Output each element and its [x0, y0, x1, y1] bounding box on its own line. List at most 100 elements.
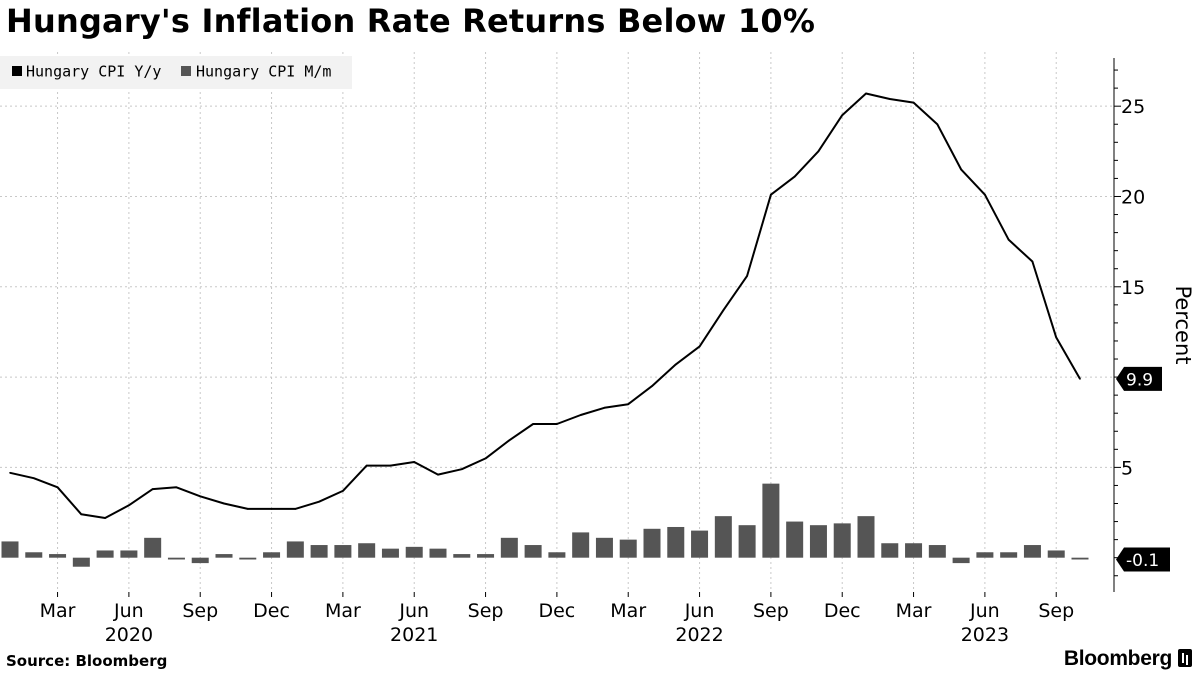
bar-2023-04 [928, 545, 946, 558]
callout-label-1: -0.1 [1126, 551, 1159, 571]
legend: Hungary CPI Y/y Hungary CPI M/m [0, 56, 352, 89]
x-tick-label-6: Sep [468, 600, 504, 622]
gridlines [0, 52, 1114, 592]
bar-2022-03 [619, 539, 637, 558]
point-2022-03 [627, 403, 630, 405]
bar-2020-08 [167, 557, 185, 560]
bar-2022-12 [833, 523, 851, 558]
bloomberg-logo: Bloomberg [1064, 647, 1192, 671]
bar-2021-07 [429, 548, 447, 558]
x-tick-label-3: Dec [253, 600, 290, 622]
point-2021-04 [365, 464, 368, 467]
bar-2022-07 [714, 516, 732, 558]
bar-2022-09 [762, 483, 780, 558]
point-2023-01 [865, 92, 867, 95]
bar-2020-03 [49, 554, 67, 558]
bar-2021-04 [358, 543, 376, 558]
point-2023-03 [912, 101, 915, 104]
bar-2023-07 [1000, 552, 1018, 558]
callout-box-1 [1116, 547, 1170, 572]
x-tick-label-14: Sep [1038, 600, 1074, 622]
line-path-cpi-yy [9, 92, 1081, 519]
point-2020-07 [151, 488, 154, 490]
x-tick-label-8: Mar [610, 600, 646, 622]
bar-2021-01 [286, 541, 304, 558]
bar-2021-11 [524, 545, 542, 558]
bar-2021-10 [500, 537, 518, 558]
bar-2021-09 [477, 554, 495, 558]
x-tick-label-10: Sep [753, 600, 789, 622]
x-year-label-2022: 2022 [675, 624, 723, 646]
point-2021-01 [294, 508, 297, 510]
bar-2021-05 [381, 548, 399, 558]
point-2022-01 [579, 414, 582, 416]
point-2020-04 [80, 513, 83, 516]
point-2022-02 [603, 406, 606, 409]
bar-2023-10 [1071, 557, 1089, 560]
x-year-label-2021: 2021 [390, 624, 438, 646]
x-tick-label-4: Mar [325, 600, 361, 622]
point-2021-11 [532, 423, 534, 425]
bar-2021-08 [453, 554, 471, 558]
x-tick-label-7: Dec [538, 600, 575, 622]
point-2023-10 [1079, 378, 1081, 380]
bar-2021-06 [405, 546, 423, 558]
point-2023-08 [1031, 260, 1034, 263]
point-2021-10 [508, 439, 511, 442]
bar-2023-05 [952, 557, 970, 564]
point-2021-07 [437, 473, 439, 476]
point-2020-10 [223, 502, 225, 505]
bar-2020-02 [25, 552, 43, 558]
x-tick-label-9: Jun [684, 600, 715, 622]
point-2020-03 [56, 486, 59, 489]
bar-2020-05 [96, 550, 114, 558]
y-tick-label-20: 20 [1121, 186, 1145, 208]
point-2020-08 [175, 486, 178, 489]
x-tick-label-12: Mar [896, 600, 932, 622]
point-2023-02 [888, 98, 891, 100]
bar-2021-03 [334, 545, 352, 558]
source-note: Source: Bloomberg [6, 652, 168, 670]
point-2022-12 [841, 114, 844, 117]
bar-2022-02 [595, 537, 613, 558]
point-2020-09 [199, 495, 202, 498]
bar-2020-04 [72, 557, 90, 567]
point-2020-06 [128, 504, 130, 507]
point-2021-08 [460, 468, 463, 470]
y-tick-label-25: 25 [1121, 96, 1145, 118]
x-year-label-2023: 2023 [961, 624, 1009, 646]
point-2023-04 [936, 123, 939, 126]
point-2021-03 [342, 490, 344, 492]
point-2021-02 [318, 500, 320, 503]
point-2020-05 [104, 517, 106, 519]
legend-swatch-cpi-mm [181, 66, 191, 76]
callout-box-0 [1116, 366, 1162, 391]
callout-label-0: 9.9 [1126, 370, 1153, 390]
chart-title: Hungary's Inflation Rate Returns Below 1… [6, 2, 816, 40]
bar-2020-01 [1, 541, 19, 558]
point-2022-05 [674, 363, 677, 366]
bar-2021-12 [548, 552, 566, 558]
bar-2020-11 [239, 557, 257, 560]
point-2022-06 [698, 345, 701, 348]
x-tick-label-5: Jun [398, 600, 429, 622]
bar-2020-07 [144, 537, 162, 558]
point-2022-08 [746, 275, 748, 277]
line-series-cpi-yy [9, 92, 1081, 519]
brand-name: Bloomberg [1063, 647, 1172, 670]
point-2021-12 [556, 423, 558, 425]
point-2020-12 [270, 508, 273, 510]
axes: 5 15 20 25 Mar Jun Sep Dec Mar Jun Sep Dec Mar Jun Sep… [40, 58, 1145, 646]
bar-2022-11 [809, 525, 827, 558]
y-axis-label: Percent [1171, 285, 1195, 364]
legend-swatch-cpi-yy [12, 66, 22, 76]
point-2022-11 [817, 150, 820, 153]
bar-2023-02 [881, 543, 899, 558]
bar-2022-06 [691, 530, 709, 558]
point-2021-06 [413, 461, 416, 463]
point-2021-05 [389, 464, 392, 467]
bar-2023-08 [1023, 545, 1041, 558]
point-2022-10 [793, 175, 796, 178]
point-2022-04 [651, 385, 653, 387]
